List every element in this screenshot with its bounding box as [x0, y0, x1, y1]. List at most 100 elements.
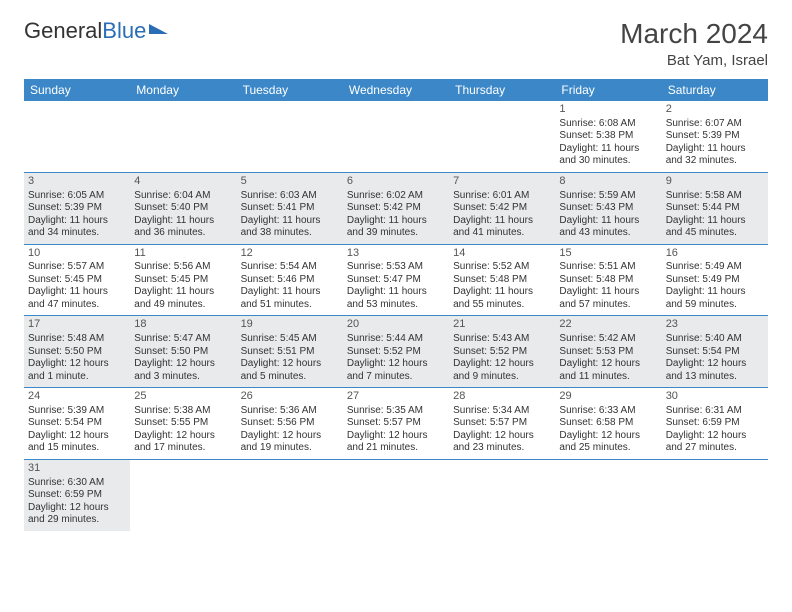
calendar-cell	[130, 101, 236, 172]
day-d1: Daylight: 12 hours	[28, 430, 126, 443]
day-ss: Sunset: 5:45 PM	[134, 274, 232, 287]
calendar-cell: 30Sunrise: 6:31 AMSunset: 6:59 PMDayligh…	[662, 388, 768, 460]
calendar-cell	[24, 101, 130, 172]
day-d1: Daylight: 12 hours	[559, 358, 657, 371]
calendar-cell	[130, 459, 236, 530]
calendar-cell: 31Sunrise: 6:30 AMSunset: 6:59 PMDayligh…	[24, 459, 130, 530]
day-d2: and 5 minutes.	[241, 371, 339, 384]
calendar-cell	[555, 459, 661, 530]
day-d1: Daylight: 12 hours	[347, 358, 445, 371]
day-d1: Daylight: 12 hours	[28, 358, 126, 371]
day-ss: Sunset: 5:50 PM	[134, 346, 232, 359]
calendar-cell: 15Sunrise: 5:51 AMSunset: 5:48 PMDayligh…	[555, 244, 661, 316]
calendar-cell	[449, 459, 555, 530]
calendar-cell: 3Sunrise: 6:05 AMSunset: 5:39 PMDaylight…	[24, 172, 130, 244]
calendar-cell: 17Sunrise: 5:48 AMSunset: 5:50 PMDayligh…	[24, 316, 130, 388]
day-d1: Daylight: 11 hours	[134, 286, 232, 299]
day-ss: Sunset: 5:57 PM	[347, 417, 445, 430]
calendar-cell: 21Sunrise: 5:43 AMSunset: 5:52 PMDayligh…	[449, 316, 555, 388]
day-sr: Sunrise: 5:34 AM	[453, 405, 551, 418]
day-number: 20	[347, 318, 445, 332]
day-d2: and 49 minutes.	[134, 299, 232, 312]
calendar-row: 1Sunrise: 6:08 AMSunset: 5:38 PMDaylight…	[24, 101, 768, 172]
day-number: 24	[28, 390, 126, 404]
day-number: 7	[453, 175, 551, 189]
day-number: 16	[666, 247, 764, 261]
day-number: 28	[453, 390, 551, 404]
day-sr: Sunrise: 5:47 AM	[134, 333, 232, 346]
day-d2: and 59 minutes.	[666, 299, 764, 312]
day-d1: Daylight: 12 hours	[134, 358, 232, 371]
header: GeneralBlue March 2024 Bat Yam, Israel	[24, 18, 768, 69]
col-thursday: Thursday	[449, 79, 555, 101]
day-d1: Daylight: 11 hours	[241, 215, 339, 228]
day-d2: and 17 minutes.	[134, 442, 232, 455]
day-ss: Sunset: 5:56 PM	[241, 417, 339, 430]
day-d1: Daylight: 11 hours	[559, 215, 657, 228]
day-ss: Sunset: 5:42 PM	[347, 202, 445, 215]
col-wednesday: Wednesday	[343, 79, 449, 101]
day-number: 11	[134, 247, 232, 261]
calendar-cell: 24Sunrise: 5:39 AMSunset: 5:54 PMDayligh…	[24, 388, 130, 460]
day-d1: Daylight: 12 hours	[241, 430, 339, 443]
day-number: 12	[241, 247, 339, 261]
logo-text-general: General	[24, 18, 102, 44]
day-sr: Sunrise: 5:44 AM	[347, 333, 445, 346]
calendar-cell: 22Sunrise: 5:42 AMSunset: 5:53 PMDayligh…	[555, 316, 661, 388]
day-sr: Sunrise: 5:38 AM	[134, 405, 232, 418]
day-sr: Sunrise: 5:52 AM	[453, 261, 551, 274]
day-header-row: Sunday Monday Tuesday Wednesday Thursday…	[24, 79, 768, 101]
day-ss: Sunset: 5:39 PM	[28, 202, 126, 215]
calendar-cell: 26Sunrise: 5:36 AMSunset: 5:56 PMDayligh…	[237, 388, 343, 460]
day-d1: Daylight: 11 hours	[347, 286, 445, 299]
day-d1: Daylight: 11 hours	[666, 215, 764, 228]
calendar-row: 10Sunrise: 5:57 AMSunset: 5:45 PMDayligh…	[24, 244, 768, 316]
day-sr: Sunrise: 5:57 AM	[28, 261, 126, 274]
day-number: 22	[559, 318, 657, 332]
day-ss: Sunset: 5:55 PM	[134, 417, 232, 430]
calendar-cell: 29Sunrise: 6:33 AMSunset: 6:58 PMDayligh…	[555, 388, 661, 460]
day-number: 31	[28, 462, 126, 476]
day-d2: and 39 minutes.	[347, 227, 445, 240]
calendar-cell: 10Sunrise: 5:57 AMSunset: 5:45 PMDayligh…	[24, 244, 130, 316]
day-sr: Sunrise: 5:49 AM	[666, 261, 764, 274]
day-number: 21	[453, 318, 551, 332]
day-sr: Sunrise: 6:04 AM	[134, 190, 232, 203]
day-number: 15	[559, 247, 657, 261]
day-d2: and 57 minutes.	[559, 299, 657, 312]
day-ss: Sunset: 5:40 PM	[134, 202, 232, 215]
day-number: 30	[666, 390, 764, 404]
day-d2: and 7 minutes.	[347, 371, 445, 384]
day-d2: and 34 minutes.	[28, 227, 126, 240]
day-sr: Sunrise: 6:05 AM	[28, 190, 126, 203]
day-d1: Daylight: 12 hours	[559, 430, 657, 443]
day-d2: and 19 minutes.	[241, 442, 339, 455]
day-number: 1	[559, 103, 657, 117]
day-ss: Sunset: 5:48 PM	[453, 274, 551, 287]
day-number: 13	[347, 247, 445, 261]
col-tuesday: Tuesday	[237, 79, 343, 101]
calendar-cell: 9Sunrise: 5:58 AMSunset: 5:44 PMDaylight…	[662, 172, 768, 244]
day-d1: Daylight: 11 hours	[28, 215, 126, 228]
col-friday: Friday	[555, 79, 661, 101]
day-ss: Sunset: 5:52 PM	[453, 346, 551, 359]
calendar-table: Sunday Monday Tuesday Wednesday Thursday…	[24, 79, 768, 531]
calendar-cell: 14Sunrise: 5:52 AMSunset: 5:48 PMDayligh…	[449, 244, 555, 316]
day-sr: Sunrise: 5:43 AM	[453, 333, 551, 346]
day-sr: Sunrise: 5:42 AM	[559, 333, 657, 346]
day-ss: Sunset: 5:48 PM	[559, 274, 657, 287]
day-d2: and 45 minutes.	[666, 227, 764, 240]
calendar-cell: 4Sunrise: 6:04 AMSunset: 5:40 PMDaylight…	[130, 172, 236, 244]
day-d2: and 43 minutes.	[559, 227, 657, 240]
day-d2: and 47 minutes.	[28, 299, 126, 312]
day-sr: Sunrise: 5:39 AM	[28, 405, 126, 418]
col-sunday: Sunday	[24, 79, 130, 101]
calendar-cell: 19Sunrise: 5:45 AMSunset: 5:51 PMDayligh…	[237, 316, 343, 388]
day-d2: and 55 minutes.	[453, 299, 551, 312]
calendar-cell: 1Sunrise: 6:08 AMSunset: 5:38 PMDaylight…	[555, 101, 661, 172]
calendar-cell	[343, 459, 449, 530]
day-d2: and 13 minutes.	[666, 371, 764, 384]
day-d1: Daylight: 11 hours	[453, 215, 551, 228]
day-d1: Daylight: 12 hours	[666, 430, 764, 443]
day-d2: and 27 minutes.	[666, 442, 764, 455]
